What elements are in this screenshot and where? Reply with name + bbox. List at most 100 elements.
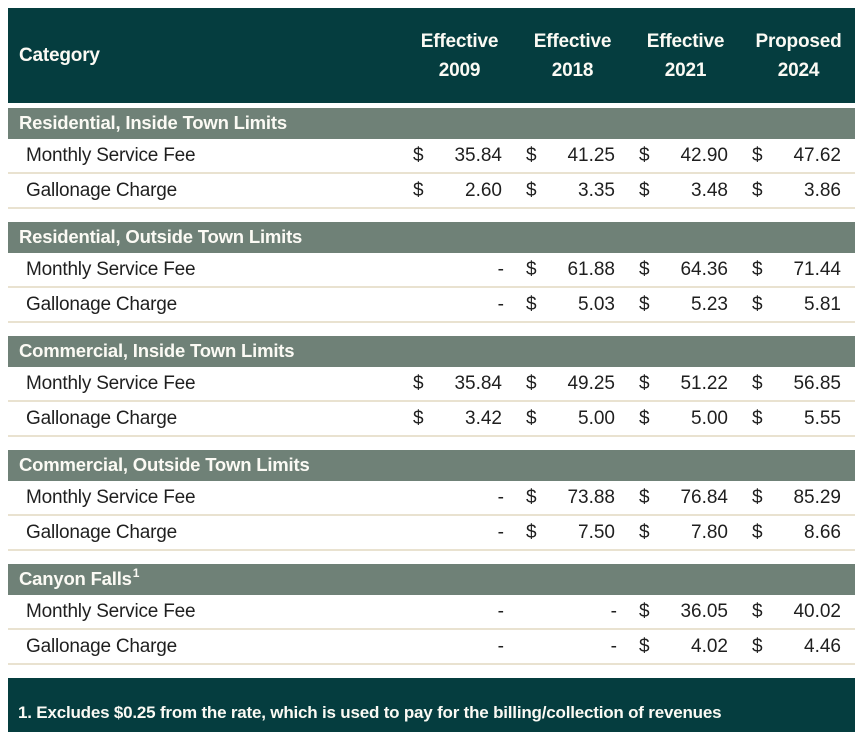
rate-value: 7.80 [691,521,728,543]
empty-value-dash: - [497,600,504,622]
dollar-sign: $ [752,521,763,543]
rate-value: 5.55 [804,407,841,429]
rate-value: 71.44 [793,258,841,280]
rate-cell: $3.86 [742,180,855,202]
column-header-2018: Effective 2018 [516,8,629,103]
dollar-sign: $ [639,258,650,280]
column-header-2024: Proposed 2024 [742,8,855,103]
dollar-sign: $ [752,179,763,201]
section-commercial-outside-town-limits: Commercial, Outside Town Limits Monthly S… [8,450,855,551]
section-title-text: Canyon Falls [19,568,132,589]
empty-value-dash: - [610,600,617,622]
rate-cell: - [403,636,516,658]
dollar-sign: $ [639,486,650,508]
column-header-year: 2021 [664,59,707,81]
rate-cell: - [403,522,516,544]
dollar-sign: $ [752,600,763,622]
section-residential-inside-town-limits: Residential, Inside Town Limits Monthly S… [8,108,855,209]
rate-cell: $41.25 [516,145,629,167]
dollar-sign: $ [526,258,537,280]
rate-value: 56.85 [793,372,841,394]
rate-value: 61.88 [567,258,615,280]
dollar-sign: $ [639,635,650,657]
section-title: Canyon Falls 1 [8,564,855,595]
dollar-sign: $ [752,407,763,429]
rate-value: 4.02 [691,635,728,657]
dollar-sign: $ [639,521,650,543]
rate-value: 7.50 [578,521,615,543]
table-row: Gallonage Charge - $7.50 $7.80 $8.66 [8,516,855,551]
table-row: Gallonage Charge $3.42 $5.00 $5.00 $5.55 [8,402,855,437]
column-header-2009: Effective 2009 [403,8,516,103]
rate-cell: $3.42 [403,408,516,430]
empty-value-dash: - [497,293,504,315]
rate-value: 8.66 [804,521,841,543]
row-label: Monthly Service Fee [26,258,196,280]
row-label: Gallonage Charge [26,521,178,543]
section-canyon-falls: Canyon Falls 1 Monthly Service Fee - - $36.05… [8,564,855,665]
section-title-text: Commercial, Outside Town Limits [19,454,310,475]
rate-cell: $56.85 [742,373,855,395]
rate-cell: $5.55 [742,408,855,430]
rate-cell: - [403,601,516,623]
section-title-text: Commercial, Inside Town Limits [19,340,295,361]
rate-cell: $73.88 [516,487,629,509]
table-body: Residential, Inside Town Limits Monthly S… [8,108,855,665]
rate-cell: $36.05 [629,601,742,623]
table-row: Monthly Service Fee $35.84 $49.25 $51.22 $56… [8,367,855,402]
rate-value: 85.29 [793,486,841,508]
rate-cell: - [403,487,516,509]
rate-cell: $3.35 [516,180,629,202]
dollar-sign: $ [639,372,650,394]
rate-cell: $49.25 [516,373,629,395]
column-header-label: Effective [646,30,725,52]
rate-cell: $5.23 [629,294,742,316]
rate-value: 51.22 [680,372,728,394]
dollar-sign: $ [752,635,763,657]
rate-value: 5.23 [691,293,728,315]
rate-value: 49.25 [567,372,615,394]
dollar-sign: $ [752,372,763,394]
table-row: Gallonage Charge $2.60 $3.35 $3.48 $3.86 [8,174,855,209]
row-label: Gallonage Charge [26,179,178,201]
dollar-sign: $ [413,407,424,429]
dollar-sign: $ [413,372,424,394]
row-label: Gallonage Charge [26,293,178,315]
dollar-sign: $ [639,600,650,622]
column-header-label: Proposed [755,30,842,52]
empty-value-dash: - [610,635,617,657]
table-header: Category Effective 2009 Effective 2018 Effec… [8,8,855,103]
section-title-text: Residential, Inside Town Limits [19,112,287,133]
rate-value: 47.62 [793,144,841,166]
rate-cell: - [516,636,629,658]
rate-value: 5.00 [578,407,615,429]
rate-cell: $5.00 [629,408,742,430]
rate-cell: $76.84 [629,487,742,509]
rate-value: 2.60 [465,179,502,201]
rate-value: 35.84 [454,372,502,394]
empty-value-dash: - [497,521,504,543]
dollar-sign: $ [526,179,537,201]
rate-value: 3.35 [578,179,615,201]
section-title: Commercial, Outside Town Limits [8,450,855,481]
footnote-reference: 1 [132,566,140,580]
row-label: Monthly Service Fee [26,372,196,394]
rate-cell: $5.00 [516,408,629,430]
dollar-sign: $ [526,521,537,543]
rate-value: 4.46 [804,635,841,657]
rate-value: 41.25 [567,144,615,166]
dollar-sign: $ [526,144,537,166]
dollar-sign: $ [526,407,537,429]
section-residential-outside-town-limits: Residential, Outside Town Limits Monthly … [8,222,855,323]
column-header-label: Effective [420,30,499,52]
row-label: Gallonage Charge [26,635,178,657]
table-row: Monthly Service Fee - $73.88 $76.84 $85.29 [8,481,855,516]
column-header-year: 2018 [551,59,594,81]
rate-cell: $3.48 [629,180,742,202]
dollar-sign: $ [526,486,537,508]
dollar-sign: $ [639,407,650,429]
rate-cell: $61.88 [516,259,629,281]
table-row: Monthly Service Fee $35.84 $41.25 $42.90 $47… [8,139,855,174]
rate-value: 3.48 [691,179,728,201]
